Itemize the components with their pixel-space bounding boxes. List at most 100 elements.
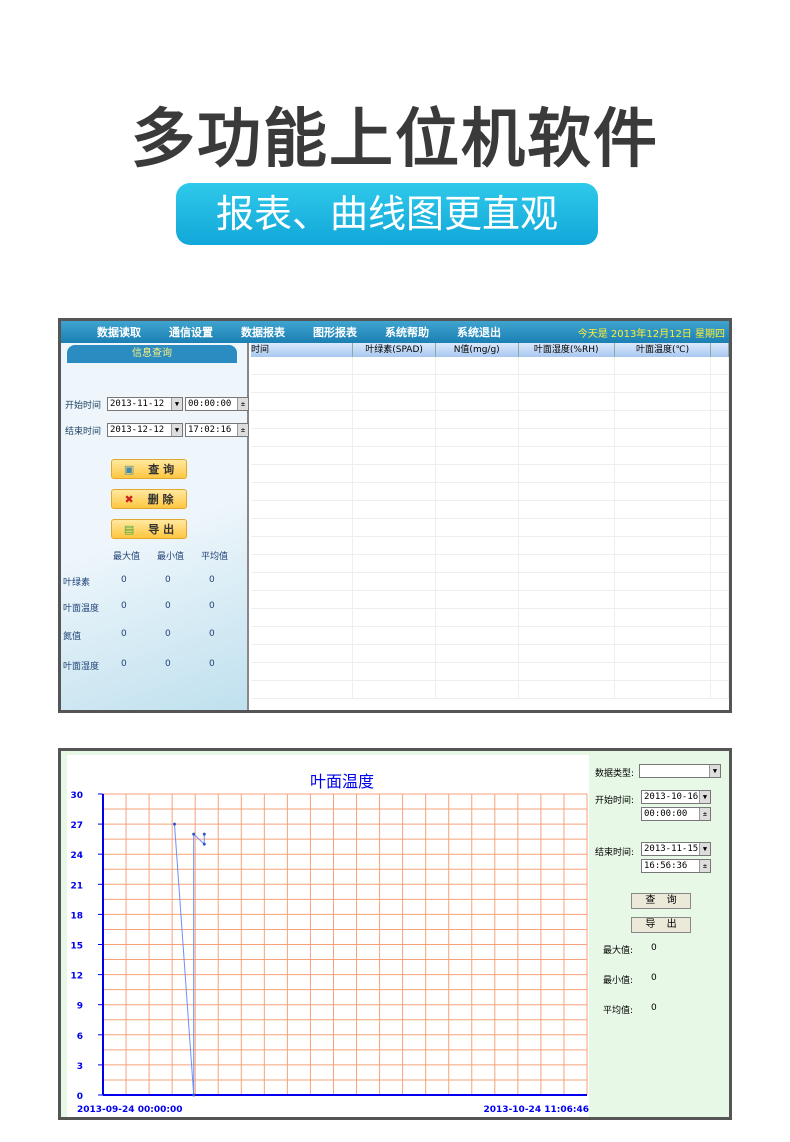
- menu-help[interactable]: 系统帮助: [385, 326, 429, 339]
- chevron-down-icon[interactable]: ▼: [699, 843, 710, 855]
- table-cell: [436, 429, 519, 446]
- graph-end-label: 结束时间:: [595, 848, 635, 858]
- table-cell: [353, 537, 436, 554]
- table-cell: [711, 555, 729, 572]
- end-date-picker[interactable]: 2013-12-12 ▼: [107, 423, 183, 437]
- menu-exit[interactable]: 系统退出: [457, 326, 501, 339]
- column-header[interactable]: 时间: [251, 343, 354, 357]
- search-icon: ▣: [123, 462, 135, 476]
- table-cell: [251, 501, 354, 518]
- menu-comm-settings[interactable]: 通信设置: [169, 326, 213, 339]
- start-label: 开始时间: [65, 400, 102, 411]
- x-tick-label: 2013-09-24 00:00:00: [77, 1105, 182, 1115]
- table-cell: [711, 357, 729, 374]
- chevron-down-icon[interactable]: ▼: [171, 424, 182, 436]
- table-row: [251, 465, 729, 483]
- y-tick-label: 30: [70, 791, 83, 801]
- hero-subtitle: 报表、曲线图更直观: [176, 183, 598, 245]
- table-row: [251, 645, 729, 663]
- start-date-picker[interactable]: 2013-11-12 ▼: [107, 397, 183, 411]
- graph-export-button[interactable]: 导 出: [631, 917, 691, 933]
- table-cell: [519, 429, 615, 446]
- line-chart: 叶面温度 0 3 6 9 12 15 18 21 24 27 30 2013-09-24 00:00:…: [70, 772, 589, 1115]
- query-label: 查 询: [148, 463, 175, 476]
- y-tick-label: 21: [70, 881, 83, 891]
- y-tick-label: 15: [70, 942, 83, 952]
- y-tick-label: 12: [70, 972, 83, 982]
- graph-window: 叶面温度 0 3 6 9 12 15 18 21 24 27 30 2013-09-24 00:00:…: [58, 748, 732, 1120]
- query-button[interactable]: ▣ 查 询: [111, 459, 187, 479]
- column-header[interactable]: 叶面温度(℃): [615, 343, 712, 357]
- table-cell: [251, 627, 354, 644]
- start-time-spinner[interactable]: 00:00:00 ±: [185, 397, 249, 411]
- graph-start-time[interactable]: 00:00:00 ±: [641, 807, 711, 821]
- column-header[interactable]: [711, 343, 729, 357]
- stat-min: 0: [165, 601, 171, 611]
- data-point: [192, 832, 196, 836]
- start-time-value: 00:00:00: [188, 399, 232, 409]
- table-row: [251, 609, 729, 627]
- table-row: [251, 393, 729, 411]
- table-cell: [519, 591, 615, 608]
- y-tick-label: 9: [77, 1002, 83, 1012]
- table-cell: [353, 627, 436, 644]
- table-cell: [519, 609, 615, 626]
- table-cell: [615, 429, 712, 446]
- menu-data-report[interactable]: 数据报表: [241, 326, 285, 339]
- data-type-select[interactable]: ▼: [639, 764, 721, 778]
- export-button[interactable]: ▤ 导 出: [111, 519, 187, 539]
- spin-icon[interactable]: ±: [237, 398, 248, 410]
- table-cell: [711, 537, 729, 554]
- table-cell: [251, 483, 354, 500]
- table-cell: [519, 663, 615, 680]
- stat-min: 0: [165, 659, 171, 669]
- table-cell: [711, 429, 729, 446]
- graph-start-date[interactable]: 2013-10-16 ▼: [641, 790, 711, 804]
- spin-icon[interactable]: ±: [699, 860, 710, 872]
- table-cell: [711, 375, 729, 392]
- column-header[interactable]: N值(mg/g): [436, 343, 519, 357]
- table-cell: [353, 411, 436, 428]
- chevron-down-icon[interactable]: ▼: [709, 765, 720, 777]
- table-cell: [436, 645, 519, 662]
- column-header[interactable]: 叶绿素(SPAD): [353, 343, 436, 357]
- table-cell: [353, 393, 436, 410]
- table-cell: [615, 627, 712, 644]
- stat-min: 0: [165, 575, 171, 585]
- delete-button[interactable]: ✖ 删 除: [111, 489, 187, 509]
- stat-row-label: 叶面湿度: [63, 662, 100, 672]
- spin-icon[interactable]: ±: [237, 424, 248, 436]
- menu-graph-report[interactable]: 图形报表: [313, 326, 357, 339]
- table-cell: [711, 627, 729, 644]
- table-cell: [711, 591, 729, 608]
- graph-end-date[interactable]: 2013-11-15 ▼: [641, 842, 711, 856]
- table-cell: [711, 645, 729, 662]
- chevron-down-icon[interactable]: ▼: [171, 398, 182, 410]
- report-window: 数据读取 通信设置 数据报表 图形报表 系统帮助 系统退出 今天是 2013年1…: [58, 318, 732, 713]
- table-cell: [615, 519, 712, 536]
- table-cell: [615, 609, 712, 626]
- tab-info-query[interactable]: 信息查询: [67, 345, 237, 363]
- menu-data-read[interactable]: 数据读取: [97, 326, 141, 339]
- table-cell: [436, 591, 519, 608]
- column-header[interactable]: 叶面湿度(%RH): [519, 343, 615, 357]
- table-cell: [519, 627, 615, 644]
- table-cell: [711, 519, 729, 536]
- table-row: [251, 537, 729, 555]
- table-cell: [436, 483, 519, 500]
- min-value: 0: [651, 973, 657, 983]
- table-cell: [711, 681, 729, 698]
- max-label: 最大值:: [603, 946, 634, 956]
- spin-icon[interactable]: ±: [699, 808, 710, 820]
- table-cell: [353, 555, 436, 572]
- table-cell: [436, 447, 519, 464]
- table-cell: [251, 591, 354, 608]
- graph-query-button[interactable]: 查 询: [631, 893, 691, 909]
- chevron-down-icon[interactable]: ▼: [699, 791, 710, 803]
- end-time-spinner[interactable]: 17:02:16 ±: [185, 423, 249, 437]
- table-cell: [711, 447, 729, 464]
- graph-end-time[interactable]: 16:56:36 ±: [641, 859, 711, 873]
- table-cell: [353, 573, 436, 590]
- table-cell: [519, 465, 615, 482]
- table-cell: [251, 537, 354, 554]
